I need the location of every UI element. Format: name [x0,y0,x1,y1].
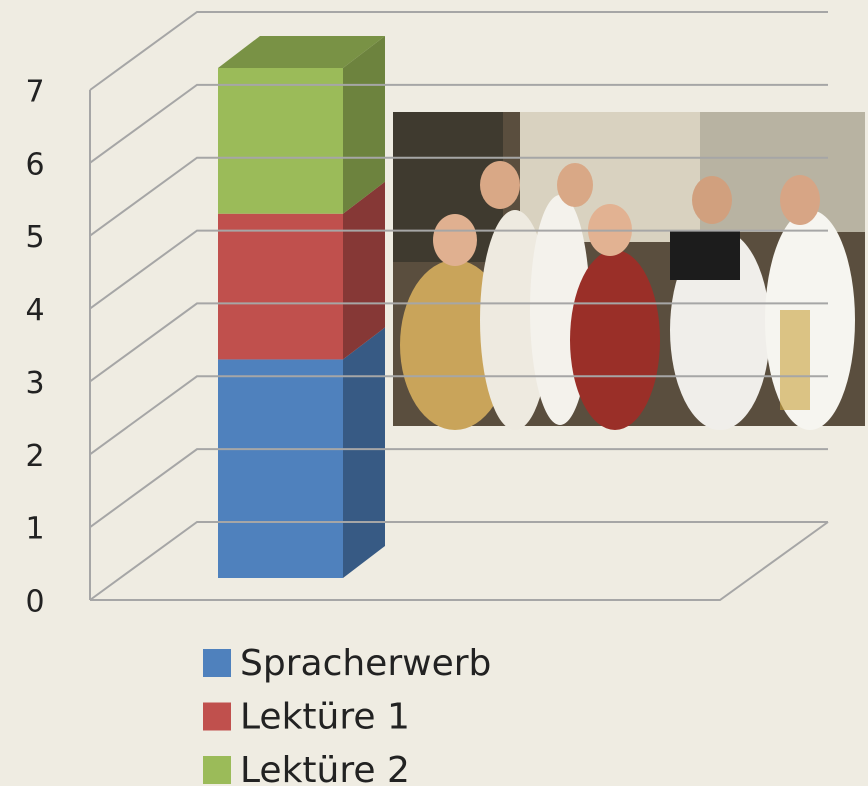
y-tick-label: 1 [25,512,44,547]
bar-segment [218,68,343,214]
bar-side [343,327,385,578]
y-tick-label: 7 [25,75,44,110]
legend-label: Lektüre 2 [240,750,410,786]
legend-label: Spracherwerb [240,643,491,684]
legend-swatch [203,756,231,784]
grid-line [90,12,828,90]
y-tick-label: 6 [25,147,44,182]
y-tick-label: 2 [25,439,44,474]
legend-swatch [203,649,231,677]
y-tick-label: 5 [25,220,44,255]
photo [393,112,865,430]
legend-label: Lektüre 1 [240,697,410,738]
chart: 0 1 2 3 4 5 6 7 Spracherwerb Lektüre 1 Lektüre 2 [0,0,868,786]
grid-line [90,449,828,527]
bar-segment [218,359,343,578]
y-tick-label: 3 [25,366,44,401]
floor-edge [90,522,828,600]
y-tick-label: 0 [25,585,44,620]
bar-segment [218,214,343,360]
plot [218,36,385,578]
legend-swatch [203,703,231,731]
grid-line [90,522,828,600]
y-tick-label: 4 [25,293,44,328]
